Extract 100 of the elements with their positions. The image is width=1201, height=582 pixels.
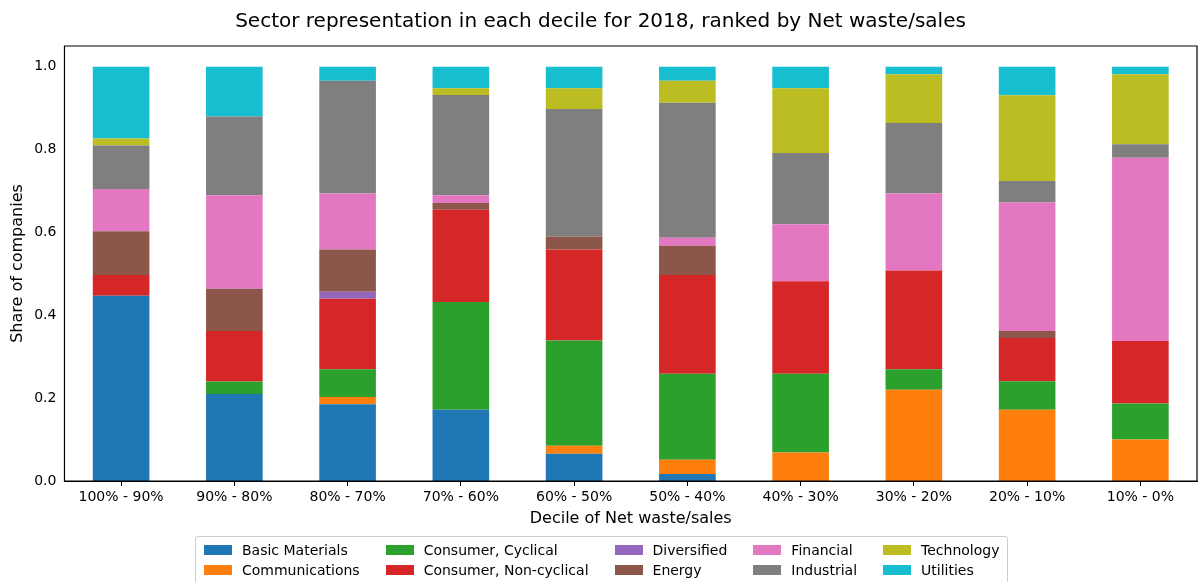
- bar: [659, 459, 716, 474]
- bar: [659, 237, 716, 246]
- legend-label: Basic Materials: [242, 542, 348, 558]
- y-tick-label: 0.2: [34, 388, 57, 405]
- bar: [92, 295, 150, 481]
- bar: [92, 231, 150, 276]
- bar: [1112, 403, 1169, 440]
- bar: [319, 66, 376, 81]
- bar: [885, 66, 943, 75]
- bar: [432, 209, 490, 303]
- bar: [545, 249, 603, 341]
- y-tick-label: 0.0: [34, 471, 57, 488]
- bar: [659, 245, 716, 276]
- bar: [92, 138, 150, 146]
- bar: [206, 288, 263, 332]
- bar: [432, 88, 490, 95]
- bar: [206, 381, 263, 394]
- bar: [885, 270, 943, 370]
- bar: [319, 80, 376, 194]
- bar: [998, 202, 1056, 332]
- bar: [92, 188, 150, 232]
- y-tick-label: 1.0: [34, 57, 57, 74]
- legend-label: Utilities: [921, 562, 974, 578]
- bar: [432, 203, 490, 210]
- x-tick-label: 10% - 0%: [1106, 488, 1175, 505]
- bar: [319, 396, 376, 405]
- chart-title: Sector representation in each decile for 2018, ranked by Net waste/sales: [235, 8, 966, 33]
- bar: [885, 369, 943, 390]
- bar: [206, 331, 263, 382]
- legend-label: Industrial: [791, 562, 858, 578]
- legend-label: Consumer, Non-cyclical: [423, 562, 589, 578]
- bar: [885, 123, 943, 194]
- bar: [659, 373, 716, 460]
- bar: [772, 66, 829, 89]
- bar: [772, 452, 829, 481]
- bar: [659, 102, 716, 238]
- bar: [998, 331, 1056, 339]
- bar: [319, 298, 376, 370]
- bar: [1112, 439, 1169, 481]
- bar: [319, 404, 376, 481]
- x-tick-label: 70% - 60%: [422, 488, 499, 505]
- bar: [1112, 74, 1169, 145]
- bar: [772, 152, 829, 225]
- bar: [885, 74, 943, 124]
- bar: [206, 195, 263, 289]
- bar: [659, 275, 716, 374]
- x-tick-label: 90% - 80%: [196, 488, 273, 505]
- bar: [1112, 144, 1169, 158]
- bar: [1112, 66, 1169, 75]
- legend-label: Energy: [652, 562, 702, 578]
- bar: [206, 394, 263, 481]
- y-tick-label: 0.6: [34, 223, 57, 240]
- legend-label: Consumer, Cyclical: [423, 542, 558, 558]
- bar: [772, 281, 829, 374]
- bar: [319, 369, 376, 397]
- bar: [319, 249, 376, 292]
- bar: [319, 193, 376, 250]
- bar: [319, 291, 376, 299]
- bar: [998, 66, 1056, 96]
- legend-label: Communications: [242, 562, 360, 578]
- bar: [772, 88, 829, 153]
- legend-label: Diversified: [652, 542, 728, 558]
- bar: [206, 116, 263, 196]
- x-tick-label: 80% - 70%: [309, 488, 386, 505]
- bar: [659, 80, 716, 103]
- bar: [432, 66, 490, 89]
- x-tick-label: 100% - 90%: [78, 488, 164, 505]
- bar: [545, 236, 603, 250]
- bar: [206, 66, 263, 117]
- bar: [432, 94, 490, 196]
- x-tick-label: 60% - 50%: [536, 488, 613, 505]
- bar: [432, 195, 490, 204]
- bar: [545, 445, 603, 454]
- bar: [545, 340, 603, 446]
- bar: [92, 275, 150, 296]
- x-tick-label: 20% - 10%: [989, 488, 1066, 505]
- bar: [1112, 340, 1169, 404]
- bar: [92, 66, 150, 139]
- bar: [545, 88, 603, 109]
- bar: [432, 409, 490, 481]
- bar: [998, 95, 1056, 182]
- legend-label: Financial: [791, 542, 853, 558]
- x-tick-label: 50% - 40%: [649, 488, 726, 505]
- bar: [772, 373, 829, 453]
- y-tick-label: 0.8: [34, 140, 57, 157]
- x-axis-title: Decile of Net waste/sales: [529, 507, 732, 527]
- x-tick-label: 30% - 20%: [875, 488, 952, 505]
- bar: [545, 453, 603, 481]
- y-axis-title: Share of companies: [6, 184, 26, 343]
- bar: [885, 193, 943, 271]
- bar: [998, 381, 1056, 410]
- bar: [432, 302, 490, 410]
- bar: [772, 224, 829, 282]
- y-tick-label: 0.4: [34, 305, 57, 322]
- bar: [1112, 157, 1169, 341]
- x-tick-label: 40% - 30%: [762, 488, 839, 505]
- bar: [659, 66, 716, 81]
- legend-label: Technology: [921, 542, 1000, 558]
- bar: [998, 181, 1056, 203]
- bar: [998, 338, 1056, 382]
